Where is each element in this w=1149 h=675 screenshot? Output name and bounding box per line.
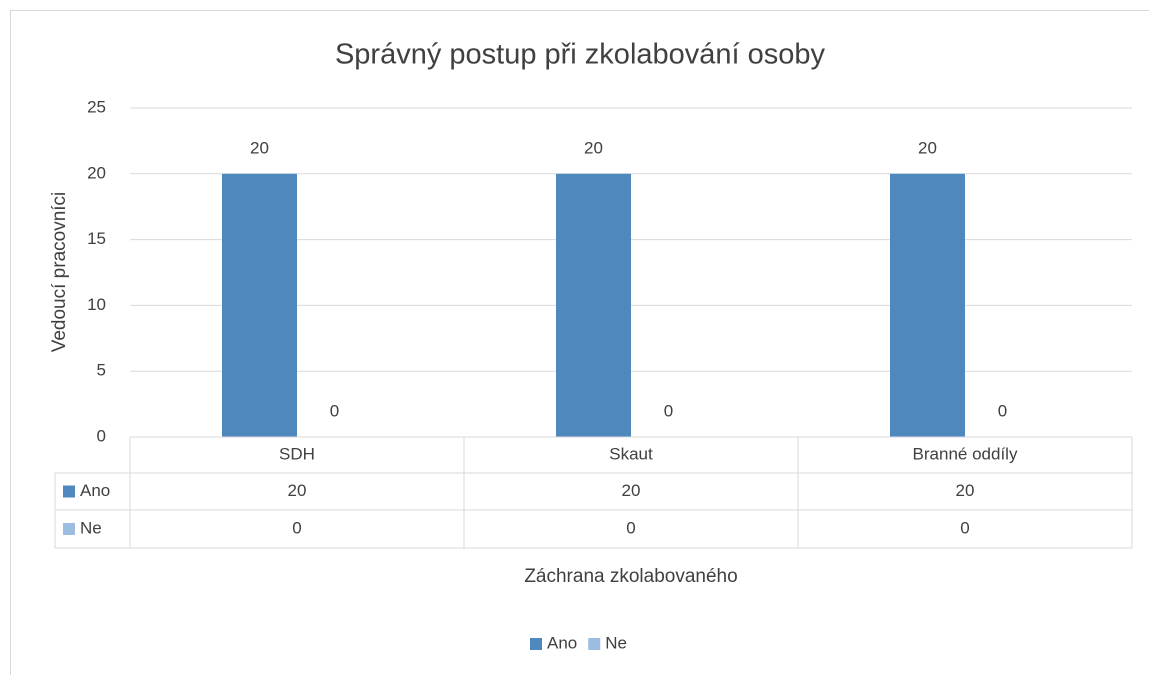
data-label: 20 (584, 138, 603, 157)
table-legend-key (63, 523, 75, 535)
data-label: 0 (330, 401, 339, 420)
x-tick-label: SDH (279, 444, 315, 463)
bar (890, 173, 965, 438)
x-tick-label: Branné oddíly (913, 444, 1018, 463)
chart-title: Správný postup při zkolabování osoby (335, 39, 826, 71)
bar (222, 173, 297, 438)
table-cell: 0 (626, 518, 635, 537)
table-series-name: Ne (80, 518, 102, 537)
x-tick-label: Skaut (609, 444, 653, 463)
data-label: 0 (998, 401, 1007, 420)
data-label: 20 (918, 138, 937, 157)
y-tick-label: 25 (87, 97, 106, 116)
y-tick-label: 10 (87, 295, 106, 314)
bar (556, 173, 631, 438)
data-label: 20 (250, 138, 269, 157)
table-cell: 0 (292, 518, 301, 537)
table-cell: 20 (956, 481, 975, 500)
x-axis-title: Záchrana zkolabovaného (524, 566, 737, 587)
y-axis-title: Vedoucí pracovníci (49, 192, 70, 353)
y-tick-label: 5 (97, 361, 106, 380)
table-legend-key (63, 485, 75, 498)
legend-label: Ano (547, 633, 577, 652)
legend-label: Ne (605, 633, 627, 652)
table-cell: 20 (622, 481, 641, 500)
y-tick-label: 15 (87, 229, 106, 248)
table-cell: 0 (960, 518, 969, 537)
legend-key (588, 638, 601, 650)
table-series-name: Ano (80, 481, 110, 500)
data-label: 0 (664, 401, 673, 420)
y-tick-label: 0 (97, 426, 106, 445)
table-cell: 20 (288, 481, 307, 500)
legend-key (530, 638, 542, 650)
y-tick-label: 20 (87, 163, 106, 182)
